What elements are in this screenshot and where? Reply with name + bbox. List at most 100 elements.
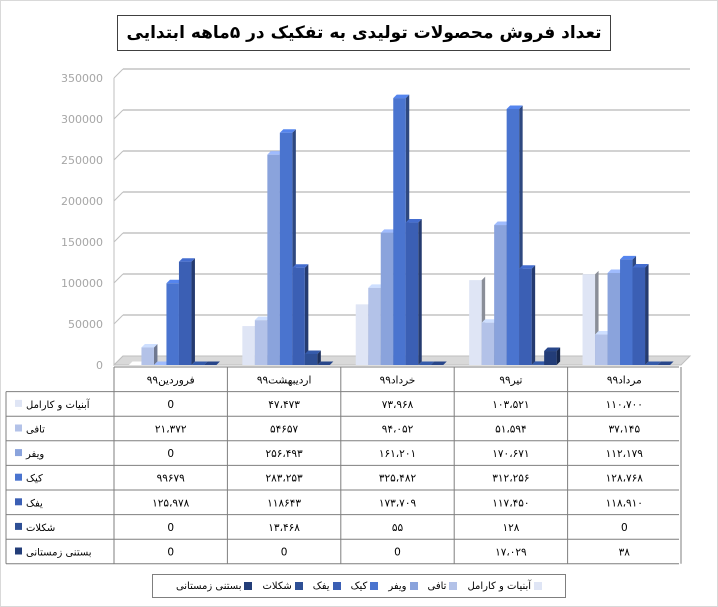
legend-swatch (370, 582, 379, 590)
data-cell: ۳۲۵،۴۸۲ (379, 473, 417, 485)
data-cell: ۵۱،۵۹۴ (495, 424, 527, 436)
grid-diag (113, 314, 124, 325)
y-tick-label: 100000 (61, 277, 103, 290)
data-cell: ۷۳،۹۶۸ (382, 399, 414, 411)
bar-side (670, 361, 674, 365)
bar-top (657, 361, 674, 365)
legend-swatch (449, 582, 458, 590)
data-cell: 0 (394, 547, 401, 559)
bar-top (632, 263, 649, 268)
y-tick-label: 300000 (61, 113, 103, 126)
bar (292, 264, 309, 365)
bar-front (494, 225, 507, 365)
bar (544, 347, 561, 365)
bar-top (368, 284, 385, 288)
row-series-label: ویفر (25, 449, 44, 460)
bar-top (645, 361, 662, 365)
data-cell: ۵۵ (392, 522, 404, 534)
row-series-label: یفک (26, 498, 43, 509)
bar-front (304, 353, 318, 365)
y-tick-label: 200000 (61, 195, 103, 208)
bar (519, 265, 536, 365)
bar-top (141, 343, 158, 348)
category-label: فروردین۹۹ (147, 374, 195, 386)
bar-top (393, 94, 410, 99)
bar-front (506, 108, 520, 366)
bar-front (141, 347, 154, 365)
bar-front (519, 268, 532, 365)
row-legend-key (15, 498, 22, 506)
row-legend-key (15, 473, 22, 481)
row-series-label: آبنیات و کارامل (26, 398, 91, 411)
legend-swatch (244, 582, 253, 590)
bar-top (178, 258, 195, 262)
grid-diag (113, 191, 124, 202)
bar-front (254, 320, 268, 365)
bar-front (267, 154, 280, 365)
grid-diag (113, 273, 124, 284)
data-cell: ۱۱۸،۹۱۰ (606, 497, 643, 509)
bar-front (595, 334, 608, 365)
data-cell: ۹۹۶۷۹ (157, 473, 186, 485)
data-cell: ۹۴،۰۵۲ (382, 424, 414, 436)
legend-label: شکلات (262, 580, 292, 592)
bar-top (317, 361, 334, 365)
bar (128, 361, 145, 365)
row-series-label: بستنی زمستانی (26, 548, 92, 559)
legend-label: کیک (350, 580, 368, 592)
legend-label: ویفر (388, 580, 407, 592)
bar-front (607, 273, 621, 365)
data-cell: ۱۲۸ (502, 522, 519, 534)
data-cell: ۱۱۰،۷۰۰ (606, 399, 643, 411)
legend-item: کیک (351, 581, 379, 592)
row-legend-key (15, 449, 22, 457)
data-cell: ۱۷،۰۲۹ (495, 547, 527, 559)
bar-front (582, 274, 596, 365)
data-cell: 0 (621, 522, 628, 534)
bar (304, 350, 321, 365)
data-cell: ۱۱۸۶۴۳ (267, 497, 301, 509)
bar-side (304, 264, 309, 365)
bar-front (380, 232, 394, 365)
row-series-label: تافی (26, 425, 45, 436)
chart-title: تعداد فروش محصولات تولیدی به تفکیک در ۵م… (126, 23, 602, 43)
bar-front (355, 304, 369, 365)
legend-item: آبنیات و کارامل (467, 581, 543, 592)
bar-front (469, 280, 482, 365)
bar-top (481, 319, 498, 323)
y-tick-label: 250000 (61, 154, 103, 167)
legend-label: تافی (427, 580, 447, 592)
row-legend-key (15, 399, 22, 407)
bar-side (556, 347, 561, 365)
row-series-label: کیک (26, 474, 43, 485)
data-cell: 0 (167, 547, 174, 559)
data-cell: ۱۷۳،۷۰۹ (379, 497, 417, 509)
bar (405, 219, 422, 365)
bar-top (405, 219, 422, 223)
data-cell: ۱۲۵،۹۷۸ (152, 497, 190, 509)
bar-top (267, 151, 284, 155)
bar-side (153, 343, 158, 365)
legend-swatch (409, 582, 418, 590)
grid-diag (113, 68, 124, 79)
legend-item: بستنی زمستانی (176, 581, 253, 592)
bar-front (368, 287, 381, 365)
category-label: تیر۹۹ (499, 374, 522, 386)
y-tick-label: 350000 (61, 72, 103, 85)
bar-front (620, 259, 633, 365)
legend-item: شکلات (262, 580, 303, 592)
bar-front (481, 322, 495, 365)
data-cell: ۱۰۳،۵۲۱ (492, 399, 529, 411)
bar-top (254, 316, 271, 321)
bar-front (279, 132, 293, 365)
row-series-label: شکلات (26, 523, 55, 534)
data-cell: ۴۷،۴۷۳ (268, 399, 300, 411)
legend: آبنیات و کارامل تافی ویفر کیک یفک شکلات بستنی … (152, 574, 566, 598)
bar-top (153, 361, 170, 365)
data-cell: ۱۱۲،۱۷۹ (606, 448, 644, 460)
grid-diag (113, 109, 124, 120)
bar (418, 361, 435, 365)
bar-side (191, 258, 195, 365)
data-cell: 0 (281, 547, 288, 559)
